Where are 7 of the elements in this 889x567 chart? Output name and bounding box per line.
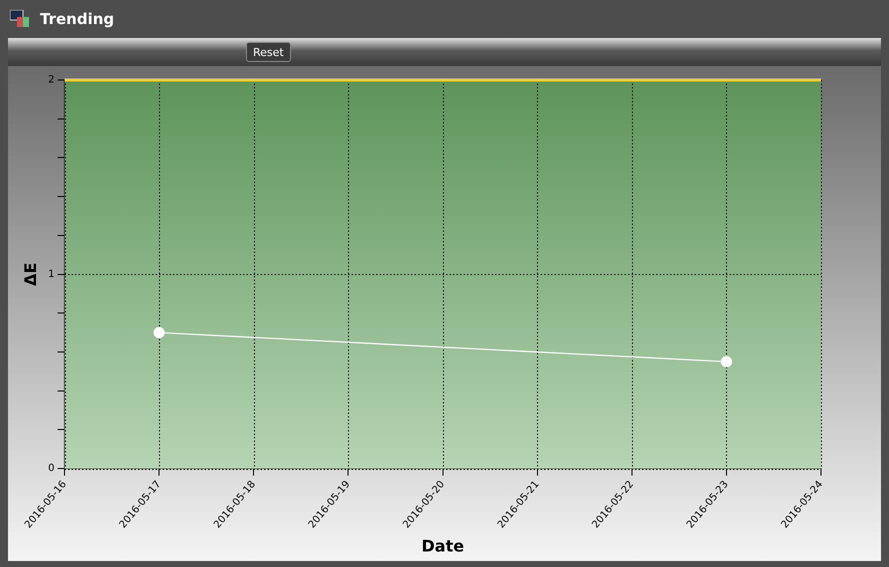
x-axis-title: Date [421, 536, 464, 556]
y-tick-label: 0 [48, 463, 55, 474]
y-tick-label: 2 [48, 74, 55, 86]
y-tick-label: 1 [48, 268, 55, 280]
text: Reset [246, 42, 291, 62]
y-axis-title: ΔE [20, 262, 40, 286]
chart-title: Trending [40, 10, 114, 28]
